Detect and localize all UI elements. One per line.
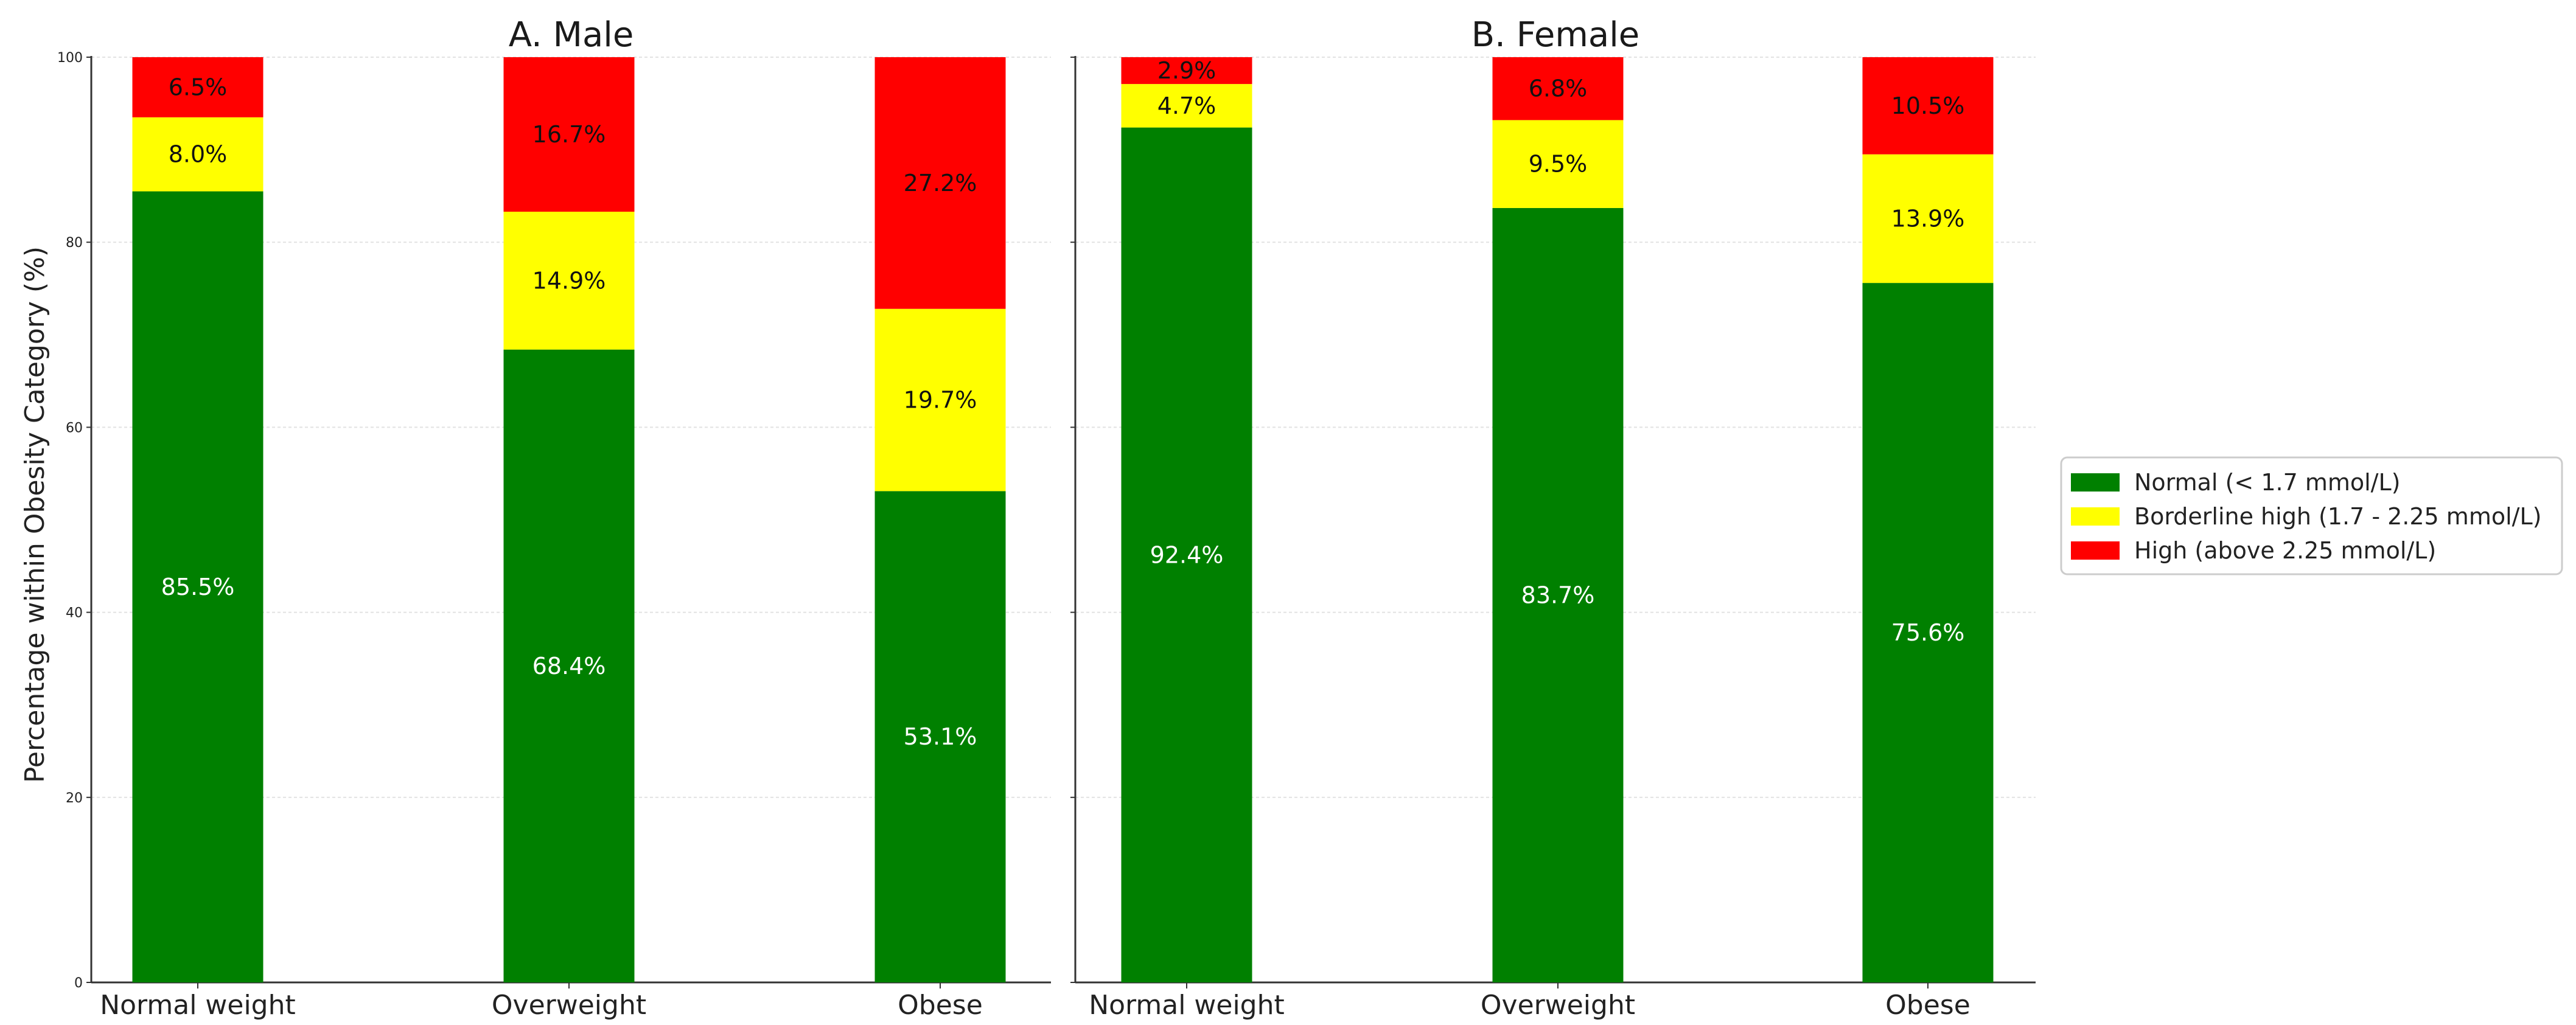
panels-layer: A. Male 0 20 40 60 80 100 85.5% 8.0% 6.5% Normal w… [57,15,2036,1021]
bar-value-label: 85.5% [161,574,235,600]
bar-segment [132,57,264,117]
bar-value-label: 6.5% [169,74,228,100]
legend-swatch [2071,473,2120,492]
legend-label: High (above 2.25 mmol/L) [2134,537,2436,564]
bar-value-label: 19.7% [904,387,977,414]
bar-segment [1862,283,1994,982]
bar-segment [1492,207,1624,983]
y-tick-label: 100 [57,50,83,66]
x-tick-label: Obese [1885,990,1970,1021]
panel-male: A. Male 0 20 40 60 80 100 85.5% 8.0% 6.5% Normal w… [57,15,1051,1021]
bar-value-label: 4.7% [1157,92,1216,119]
bar-value-label: 16.7% [532,121,606,148]
bar-segment [1862,154,1994,283]
x-tick-label: Normal weight [100,990,296,1021]
bar-value-label: 9.5% [1529,151,1588,178]
y-tick-label: 20 [66,791,83,806]
bar-segment [874,308,1006,492]
bar-segment [1862,57,1994,155]
bar-value-label: 2.9% [1157,57,1216,84]
bar-segment [132,117,264,192]
legend-frame [2060,456,2563,575]
bar-value-label: 14.9% [532,267,606,294]
bar-value-label: 27.2% [904,170,977,196]
bar-segment [874,57,1006,309]
bar-value-label: 68.4% [532,653,606,679]
bar-segment [1492,57,1624,120]
bar-value-label: 92.4% [1150,541,1224,568]
x-tick-label: Overweight [492,990,646,1021]
x-tick-label: Obese [898,990,983,1021]
y-tick-label: 60 [66,420,83,436]
legend-label: Normal (< 1.7 mmol/L) [2134,469,2400,496]
bar-value-label: 10.5% [1891,92,1965,119]
bar-segment [503,57,635,212]
legend: Normal (< 1.7 mmol/L) Borderline high (1.… [2060,456,2563,575]
bar-segment [132,191,264,982]
bar-value-label: 53.1% [904,723,977,750]
bar-segment [503,212,635,350]
bar-value-label: 13.9% [1891,205,1965,232]
bar-segment [874,491,1006,982]
bar-value-label: 6.8% [1529,75,1588,102]
bar-segment [1121,84,1252,128]
legend-swatch [2071,541,2120,560]
legend-label: Borderline high (1.7 - 2.25 mmol/L) [2134,503,2541,530]
bar-value-label: 8.0% [169,141,228,168]
y-tick-label: 80 [66,235,83,251]
bar-segment [1121,57,1252,85]
bar-value-label: 75.6% [1891,619,1965,646]
bar-value-label: 83.7% [1521,582,1595,608]
x-tick-label: Normal weight [1089,990,1285,1021]
y-tick-label: 0 [74,976,83,991]
x-tick-label: Overweight [1481,990,1635,1021]
bar-segment [1492,120,1624,208]
y-tick-label: 40 [66,606,83,621]
y-axis-label: Percentage within Obesity Category (%) [19,246,51,783]
panel-title: A. Male [509,15,634,55]
bar-segment [503,349,635,982]
panel-female: B. Female 92.4% 4.7% 2.9% Normal weight 83.7%… [1070,15,2036,1021]
bar-segment [1121,127,1252,983]
panel-title: B. Female [1471,15,1640,55]
legend-swatch [2071,507,2120,526]
